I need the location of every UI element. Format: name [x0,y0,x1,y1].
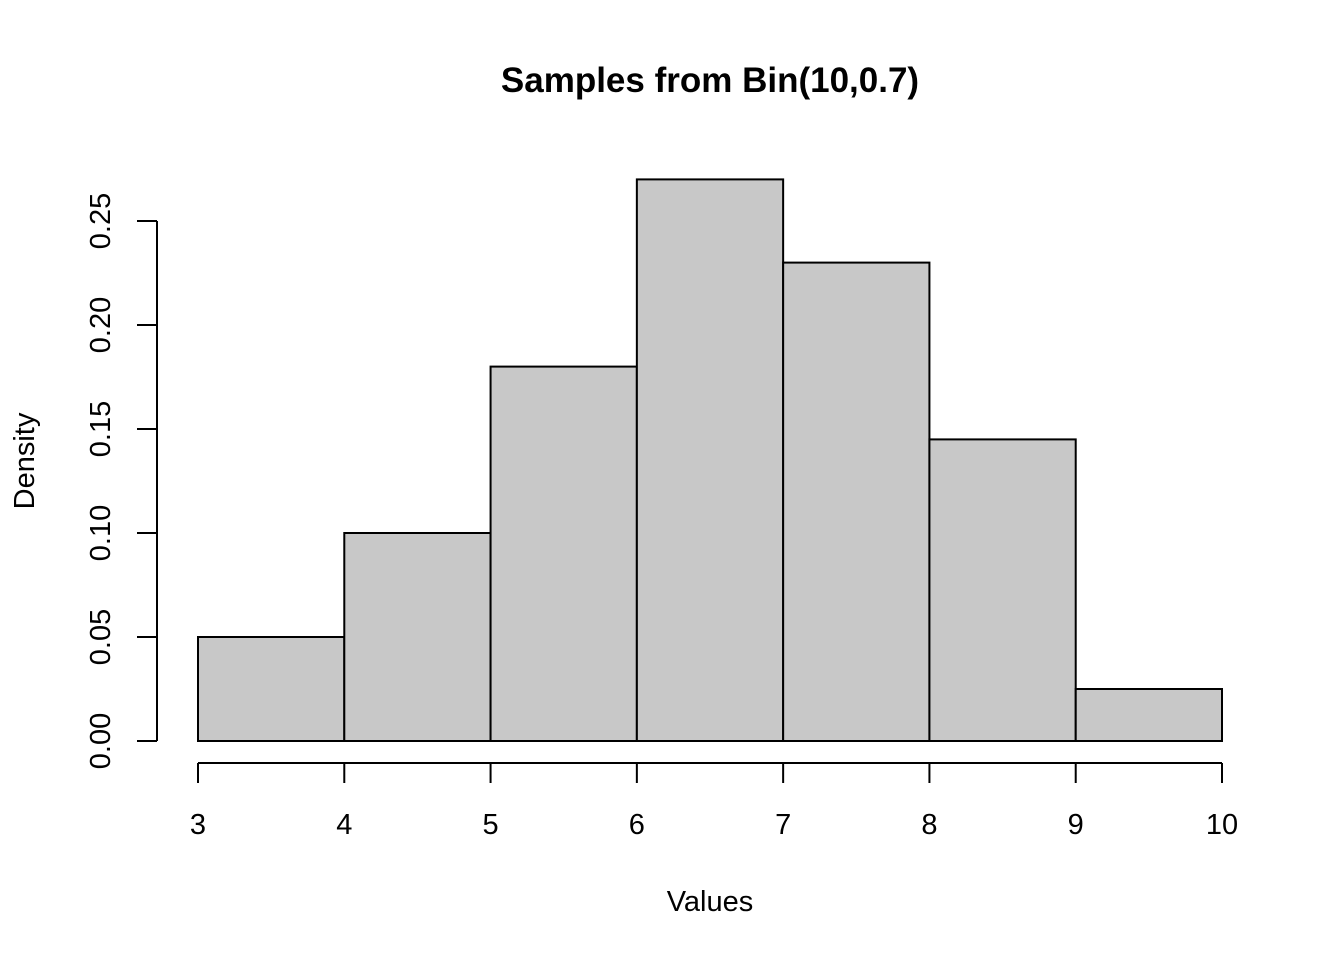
x-tick-label: 8 [921,809,937,841]
x-tick-label: 6 [629,809,645,841]
y-tick-label: 0.10 [85,505,117,561]
histogram-bar [635,178,785,742]
x-tick-label: 3 [190,809,206,841]
chart-title: Samples from Bin(10,0.7) [501,61,919,100]
bars-group [197,178,1223,742]
histogram-bar [343,532,492,742]
x-tick-label: 4 [336,809,352,841]
x-tick-label: 7 [775,809,791,841]
x-tick-label: 5 [483,809,499,841]
y-tick-label: 0.05 [85,609,117,665]
y-tick-label: 0.20 [85,297,117,353]
x-tick-label: 9 [1068,809,1084,841]
histogram-bar [1074,688,1223,742]
histogram-bar [928,438,1077,742]
x-axis-label: Values [667,886,754,918]
histogram-bar [782,261,931,742]
y-axis-label: Density [9,412,41,509]
x-tick-label: 10 [1206,809,1238,841]
x-axis: 3 4 5 6 7 8 9 10 [190,762,1238,841]
histogram-bar [197,636,346,742]
y-tick-label: 0.00 [85,713,117,769]
y-tick-label: 0.25 [85,193,117,249]
y-tick-label: 0.15 [85,401,117,457]
histogram-bar [489,365,638,742]
y-axis: 0.00 0.05 0.10 0.15 0.20 0.25 [85,193,158,769]
